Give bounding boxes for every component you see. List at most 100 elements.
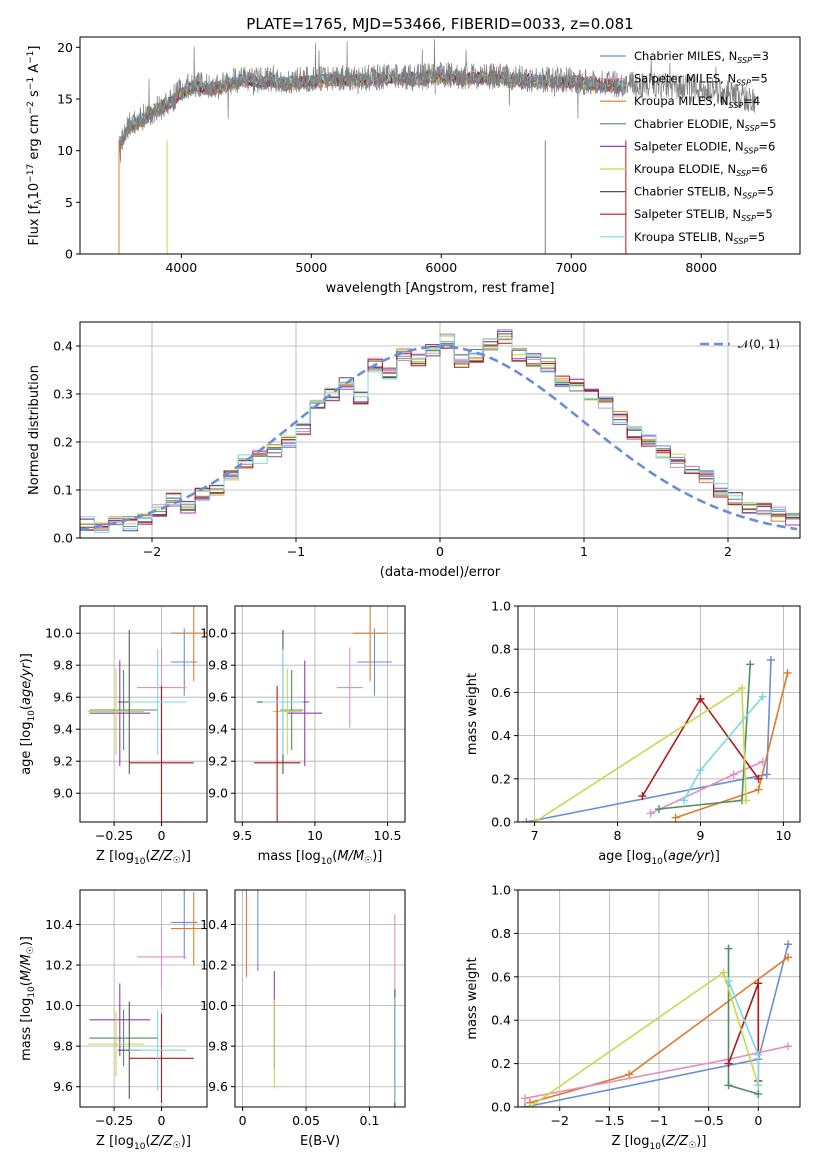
x-tick-label: 8000 bbox=[685, 260, 717, 275]
y-axis-label: mass weight bbox=[465, 673, 480, 755]
y-tick-label: 9.8 bbox=[208, 658, 228, 673]
y-tick-label: 0 bbox=[65, 247, 73, 262]
mass-weight-line bbox=[529, 971, 760, 1107]
y-tick-label: 9.6 bbox=[53, 690, 73, 705]
mass-weight-marker bbox=[754, 1089, 763, 1098]
mass-weight-marker bbox=[724, 944, 733, 953]
massweight-vs-age-panel: 7 8 9 10 0.0 0.2 0.4 0.6 0.8 1.0 mass weight age [l… bbox=[465, 599, 801, 867]
mass-weight-marker bbox=[625, 1070, 634, 1079]
mass-weight-line bbox=[683, 696, 764, 801]
y-tick-label: 20 bbox=[57, 40, 73, 55]
x-tick-label: 4000 bbox=[165, 260, 197, 275]
mass-weight-marker bbox=[638, 792, 647, 801]
y-tick-label: 0.2 bbox=[491, 771, 511, 786]
y-tick-label: 9.2 bbox=[53, 754, 73, 769]
mass-weight-marker bbox=[758, 692, 767, 701]
mass-weight-marker bbox=[646, 809, 655, 818]
y-tick-label: 10.4 bbox=[45, 917, 73, 932]
y-tick-label: 9.8 bbox=[208, 1039, 228, 1054]
y-tick-label: 9.6 bbox=[53, 1079, 73, 1094]
x-tick-label: 0.1 bbox=[360, 1113, 380, 1128]
y-tick-label: 1.0 bbox=[491, 883, 511, 898]
legend-label: Chabrier STELIB, NSSP=5 bbox=[634, 185, 774, 201]
y-tick-label: 9.0 bbox=[53, 786, 73, 801]
x-tick-label: 8 bbox=[614, 828, 622, 843]
y-tick-label: 10 bbox=[57, 143, 73, 158]
mass-weight-marker bbox=[758, 757, 767, 766]
histogram-step bbox=[80, 335, 800, 533]
axes-frame bbox=[79, 889, 208, 1108]
x-tick-label: −1 bbox=[287, 544, 305, 559]
y-tick-label: 9.6 bbox=[208, 690, 228, 705]
mass-weight-marker bbox=[766, 656, 775, 664]
y-axis-label: Flux [fλ10−17 erg cm−2 s−1 A−1] bbox=[26, 46, 44, 246]
y-tick-label: 9.2 bbox=[208, 754, 228, 769]
mass-weight-marker bbox=[679, 796, 688, 805]
x-tick-label: 5000 bbox=[295, 260, 327, 275]
x-axis-label: Z [log10(Z/Z☉)] bbox=[96, 1134, 191, 1152]
legend: Chabrier MILES, NSSP=3 Salpeter MILES, NS… bbox=[600, 49, 776, 246]
mass-weight-marker bbox=[754, 979, 763, 988]
y-tick-label: 0.1 bbox=[53, 483, 73, 498]
x-tick-label: 6000 bbox=[425, 260, 457, 275]
y-axis-label: mass [log10(M/M☉)] bbox=[19, 936, 37, 1061]
plot-area bbox=[87, 890, 207, 1103]
y-axis-label: Normed distribution bbox=[27, 365, 42, 495]
mass-weight-marker bbox=[742, 796, 751, 805]
x-tick-label: 9.5 bbox=[232, 828, 252, 843]
y-tick-label: 0.8 bbox=[491, 642, 511, 657]
age-vs-mass-panel: 9.5 10 10.5 9.0 9.2 9.4 9.6 9.8 10.0 mass [log10(… bbox=[200, 605, 406, 867]
y-axis-label: age [log10(age/yr)] bbox=[19, 653, 37, 775]
x-tick-label: 10.5 bbox=[374, 828, 402, 843]
x-tick-label: −1 bbox=[650, 1113, 668, 1128]
spectrum-panel: 4000 5000 6000 7000 8000 0 5 10 15 20 Flux [fλ10−1… bbox=[26, 36, 801, 296]
y-tick-label: 0.3 bbox=[53, 387, 73, 402]
plot-area bbox=[118, 39, 757, 254]
x-tick-label: 10 bbox=[775, 828, 791, 843]
y-tick-label: 0.4 bbox=[491, 728, 511, 743]
legend-label: Kroupa MILES, NSSP=4 bbox=[634, 94, 760, 110]
x-tick-label: 2 bbox=[724, 544, 732, 559]
y-tick-label: 10.0 bbox=[200, 998, 228, 1013]
x-tick-label: 1 bbox=[580, 544, 588, 559]
mass-weight-marker bbox=[754, 774, 763, 783]
mass-weight-marker bbox=[737, 684, 746, 693]
x-tick-label: −0.25 bbox=[95, 1113, 133, 1128]
legend-label: Salpeter MILES, NSSP=5 bbox=[634, 72, 768, 88]
y-tick-label: 10.0 bbox=[45, 626, 73, 641]
plot-area bbox=[80, 329, 800, 533]
plot-area bbox=[253, 606, 392, 822]
y-axis-label: mass weight bbox=[465, 957, 480, 1039]
x-tick-label: 10 bbox=[307, 828, 323, 843]
x-tick-label: −2 bbox=[550, 1113, 568, 1128]
y-tick-label: 0.0 bbox=[491, 815, 511, 830]
mass-weight-line bbox=[534, 686, 747, 822]
x-tick-label: 7 bbox=[531, 828, 539, 843]
mass-weight-marker bbox=[522, 818, 531, 822]
x-axis-label: Z [log10(Z/Z☉)] bbox=[612, 1134, 707, 1152]
plot-area bbox=[245, 890, 396, 1107]
legend-label: Kroupa STELIB, NSSP=5 bbox=[634, 230, 765, 246]
y-tick-label: 9.6 bbox=[208, 1079, 228, 1094]
massweight-vs-Z-panel: −2 −1.5 −1 −0.5 0 0.0 0.2 0.4 0.6 0.8 1.0 mass weig… bbox=[465, 883, 801, 1152]
y-tick-label: 0.6 bbox=[491, 969, 511, 984]
y-tick-label: 9.8 bbox=[53, 658, 73, 673]
x-axis-label: Z [log10(Z/Z☉)] bbox=[96, 849, 191, 867]
y-tick-label: 10.2 bbox=[200, 958, 228, 973]
mass-weight-marker bbox=[754, 785, 763, 794]
x-tick-label: −0.25 bbox=[95, 828, 133, 843]
x-tick-label: −0.5 bbox=[693, 1113, 723, 1128]
x-tick-label: −2 bbox=[143, 544, 161, 559]
mass-weight-marker bbox=[754, 1050, 763, 1059]
plot-area bbox=[520, 940, 793, 1107]
normal-curve bbox=[80, 345, 798, 531]
y-tick-label: 10.0 bbox=[45, 998, 73, 1013]
mass-weight-marker bbox=[520, 1094, 529, 1103]
y-tick-label: 10.2 bbox=[45, 958, 73, 973]
x-tick-label: 0 bbox=[158, 1113, 166, 1128]
x-tick-label: 0 bbox=[158, 828, 166, 843]
mass-weight-marker bbox=[696, 694, 705, 703]
plot-area bbox=[522, 656, 792, 822]
legend-label: 𝒩(0, 1) bbox=[738, 337, 780, 351]
